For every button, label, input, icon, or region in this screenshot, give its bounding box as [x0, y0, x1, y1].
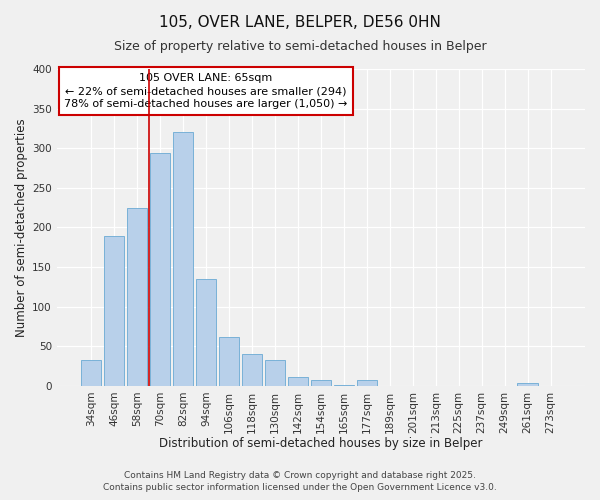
Bar — [104, 236, 124, 386]
Bar — [334, 385, 354, 386]
Bar — [242, 354, 262, 386]
Bar — [196, 279, 217, 386]
Bar — [287, 377, 308, 386]
Text: 105 OVER LANE: 65sqm
← 22% of semi-detached houses are smaller (294)
78% of semi: 105 OVER LANE: 65sqm ← 22% of semi-detac… — [64, 73, 347, 110]
Bar — [311, 380, 331, 386]
Bar — [218, 336, 239, 386]
X-axis label: Distribution of semi-detached houses by size in Belper: Distribution of semi-detached houses by … — [159, 437, 482, 450]
Text: 105, OVER LANE, BELPER, DE56 0HN: 105, OVER LANE, BELPER, DE56 0HN — [159, 15, 441, 30]
Y-axis label: Number of semi-detached properties: Number of semi-detached properties — [15, 118, 28, 336]
Bar — [173, 132, 193, 386]
Bar — [517, 384, 538, 386]
Text: Contains HM Land Registry data © Crown copyright and database right 2025.
Contai: Contains HM Land Registry data © Crown c… — [103, 471, 497, 492]
Bar — [127, 208, 148, 386]
Bar — [356, 380, 377, 386]
Bar — [150, 153, 170, 386]
Bar — [81, 360, 101, 386]
Text: Size of property relative to semi-detached houses in Belper: Size of property relative to semi-detach… — [113, 40, 487, 53]
Bar — [265, 360, 285, 386]
